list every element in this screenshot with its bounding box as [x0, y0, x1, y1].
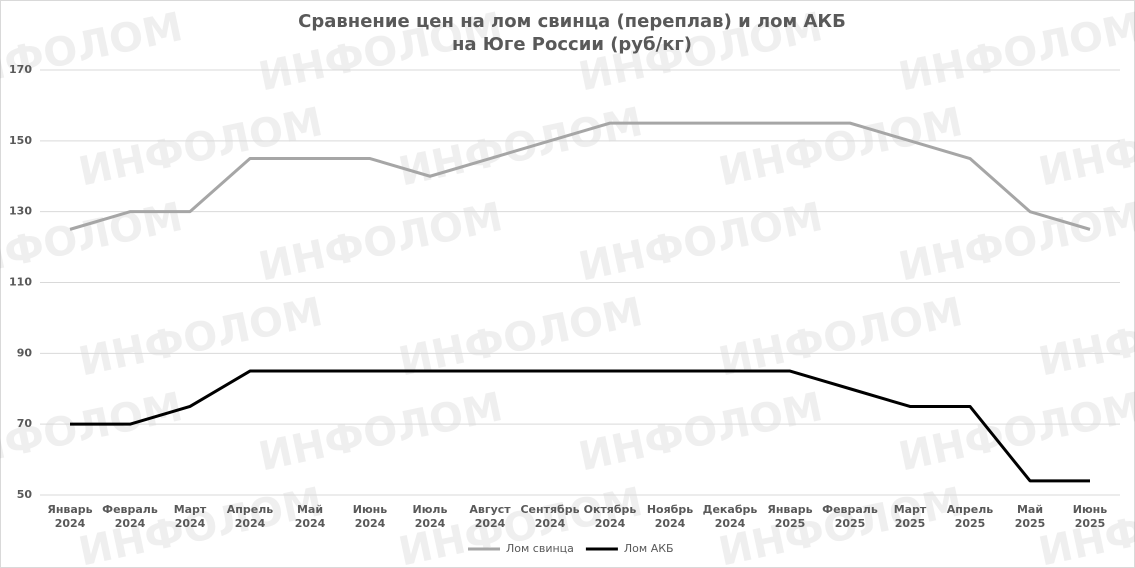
x-tick-label: 2025 — [835, 517, 866, 530]
y-tick-label: 90 — [17, 346, 33, 359]
x-tick-label: 2025 — [955, 517, 986, 530]
x-tick-label: Июнь — [1073, 503, 1108, 516]
x-tick-label: 2024 — [295, 517, 326, 530]
x-tick-label: Апрель — [227, 503, 274, 516]
legend-label: Лом свинца — [506, 542, 574, 555]
y-tick-label: 130 — [9, 205, 32, 218]
chart-title: на Юге России (руб/кг) — [452, 34, 692, 55]
x-tick-label: Сентябрь — [520, 503, 579, 516]
x-tick-label: 2025 — [1075, 517, 1106, 530]
x-tick-label: 2024 — [115, 517, 146, 530]
x-tick-label: 2024 — [535, 517, 566, 530]
x-tick-label: 2025 — [775, 517, 806, 530]
x-tick-label: 2024 — [655, 517, 686, 530]
x-tick-label: Февраль — [822, 503, 878, 516]
x-tick-label: Октябрь — [584, 503, 637, 516]
x-tick-label: Март — [174, 503, 207, 516]
x-tick-label: Август — [469, 503, 511, 516]
series-line — [69, 121, 1091, 231]
x-tick-label: Март — [894, 503, 927, 516]
x-tick-label: 2025 — [1015, 517, 1046, 530]
x-tick-label: 2025 — [895, 517, 926, 530]
x-tick-label: 2024 — [175, 517, 206, 530]
x-tick-label: Январь — [767, 503, 812, 516]
x-tick-label: Июль — [413, 503, 448, 516]
y-tick-label: 170 — [9, 63, 32, 76]
x-tick-label: 2024 — [415, 517, 446, 530]
y-tick-label: 150 — [9, 134, 32, 147]
x-tick-label: Февраль — [102, 503, 158, 516]
x-tick-label: Январь — [47, 503, 92, 516]
x-tick-label: Май — [1017, 503, 1043, 516]
x-tick-label: 2024 — [715, 517, 746, 530]
x-tick-label: 2024 — [55, 517, 86, 530]
series-line — [70, 369, 1090, 483]
x-tick-label: 2024 — [355, 517, 386, 530]
y-tick-label: 70 — [17, 417, 33, 430]
x-tick-label: 2024 — [595, 517, 626, 530]
legend-label: Лом АКБ — [624, 542, 674, 555]
y-tick-label: 50 — [17, 488, 33, 501]
x-tick-label: 2024 — [235, 517, 266, 530]
x-tick-label: Май — [297, 503, 323, 516]
x-tick-label: Июнь — [353, 503, 388, 516]
x-tick-label: Декабрь — [703, 503, 758, 516]
x-tick-label: Апрель — [947, 503, 994, 516]
y-tick-label: 110 — [9, 276, 32, 289]
x-tick-label: 2024 — [475, 517, 506, 530]
x-tick-label: Ноябрь — [647, 503, 693, 516]
chart-title: Сравнение цен на лом свинца (переплав) и… — [298, 11, 846, 32]
